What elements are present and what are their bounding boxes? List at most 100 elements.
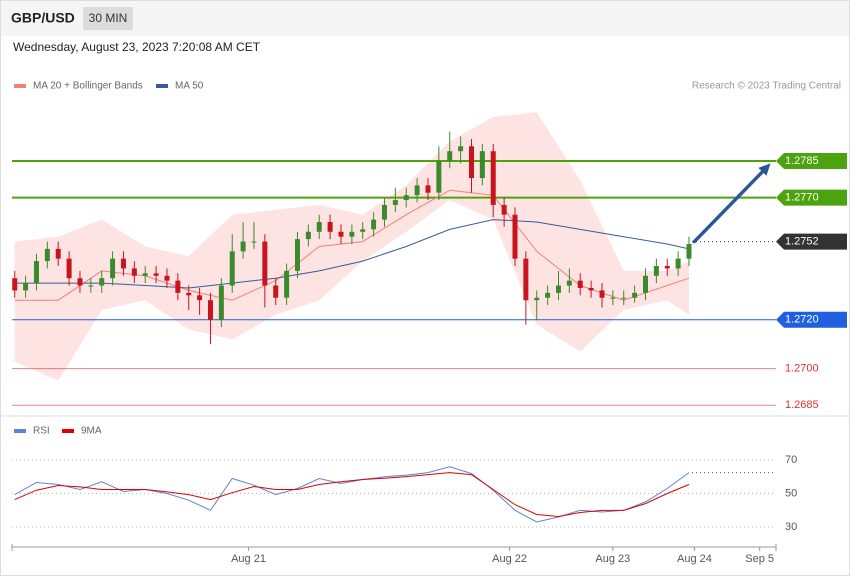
candle-body [642, 275, 648, 293]
candle-body [338, 231, 344, 237]
candle-body [55, 248, 61, 259]
candle-body [142, 273, 148, 276]
level-label: 1.2785 [785, 155, 819, 167]
candle-body [88, 285, 94, 287]
candle-body [305, 231, 311, 240]
candle-body [327, 222, 333, 232]
candle-body [392, 200, 398, 205]
legend-label: MA 50 [175, 81, 204, 92]
level-box [776, 152, 847, 169]
candle-body [360, 229, 366, 232]
candle-body [468, 146, 474, 179]
x-tick-label: Aug 21 [231, 553, 266, 565]
candle-body [186, 292, 192, 296]
candle-body [99, 278, 105, 286]
level-box [776, 189, 847, 206]
candle-body [218, 285, 224, 320]
candle-body [686, 244, 692, 259]
candle-body [12, 278, 18, 291]
candle-body [23, 283, 29, 291]
candle-body [621, 297, 627, 299]
candle-body [577, 280, 583, 288]
ma-line [14, 189, 690, 301]
candle-body [66, 258, 72, 279]
level-label: 1.2770 [785, 192, 819, 204]
candle-body [316, 222, 322, 232]
candle-body [675, 258, 681, 269]
candle-body [229, 251, 235, 286]
symbol: GBP/USD [11, 10, 75, 26]
level-box [776, 233, 847, 250]
candle-body [371, 219, 377, 230]
candle-body [425, 185, 431, 193]
candle-body [490, 151, 496, 205]
legend-swatch [156, 84, 168, 88]
x-tick-label: Aug 24 [677, 553, 712, 565]
candle-body [273, 285, 279, 298]
candle-body [197, 295, 203, 301]
candle-body [153, 273, 159, 276]
level-label: 1.2700 [785, 362, 819, 374]
candle-body [110, 258, 116, 279]
y-tick-label: 50 [785, 487, 797, 499]
candle-body [175, 280, 181, 293]
legend-swatch [14, 429, 26, 433]
candle-body [414, 185, 420, 196]
x-tick-label: Aug 22 [492, 553, 527, 565]
candle-body [610, 297, 616, 299]
candle-body [164, 275, 170, 281]
candle-body [566, 280, 572, 286]
interval: 30 MIN [89, 11, 128, 25]
indicator-line [14, 466, 690, 523]
candle-body [436, 160, 442, 193]
candle-body [632, 292, 638, 298]
source: Research © 2023 Trading Central [692, 81, 841, 92]
candle-body [545, 292, 551, 298]
candle-body [555, 285, 561, 293]
candle-body [294, 239, 300, 271]
candle-body [251, 241, 257, 243]
candle-body [447, 151, 453, 161]
forecast-arrowhead [758, 163, 771, 176]
legend-label: 9MA [81, 426, 102, 437]
legend-swatch [62, 429, 74, 433]
bollinger-band [14, 112, 689, 381]
candle-body [588, 287, 594, 291]
legend-label: MA 20 + Bollinger Bands [33, 81, 143, 92]
candle-body [44, 248, 50, 262]
y-tick-label: 70 [785, 454, 797, 466]
level-label: 1.2720 [785, 314, 819, 326]
candle-body [512, 214, 518, 259]
candle-body [479, 151, 485, 179]
candle-body [523, 258, 529, 301]
candle-body [262, 241, 268, 286]
timestamp: Wednesday, August 23, 2023 7:20:08 AM CE… [13, 40, 261, 54]
ma-line [14, 219, 690, 289]
candle-body [653, 265, 659, 276]
forecast-arrow [692, 168, 766, 244]
legend-swatch [14, 84, 26, 88]
indicator-line [14, 472, 690, 518]
candle-body [501, 204, 507, 215]
candle-body [207, 300, 213, 320]
level-label: 1.2685 [785, 399, 819, 411]
candle-body [599, 290, 605, 298]
candle-body [534, 297, 540, 301]
candle-body [458, 146, 464, 152]
candle-body [33, 261, 39, 284]
level-label: 1.2752 [785, 235, 819, 247]
x-tick-label: Sep 5 [745, 553, 774, 565]
candle-body [240, 241, 246, 252]
candle-body [77, 278, 83, 286]
header-bar [1, 1, 849, 36]
candle-body [664, 265, 670, 269]
legend-label: RSI [33, 426, 50, 437]
candle-body [349, 231, 355, 237]
candle-body [120, 258, 126, 269]
candle-body [131, 268, 137, 276]
y-tick-label: 30 [785, 521, 797, 533]
candle-body [284, 270, 290, 298]
